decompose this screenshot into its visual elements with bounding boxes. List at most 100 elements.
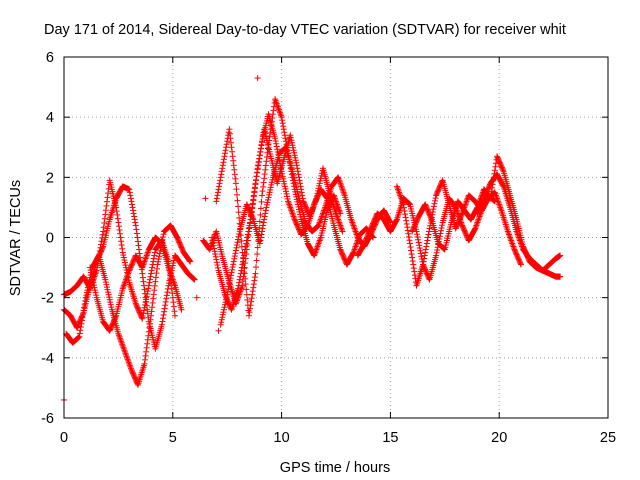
- data-point-fill: [106, 296, 113, 303]
- data-point-fill: [151, 249, 158, 256]
- data-point-fill: [229, 264, 236, 271]
- y-tick-label: 6: [46, 50, 54, 66]
- data-point-fill: [131, 213, 138, 220]
- data-point-fill: [491, 197, 498, 204]
- data-point-fill: [104, 194, 111, 201]
- data-point-fill: [258, 142, 265, 149]
- data-point-fill: [134, 305, 141, 312]
- data-point-fill: [463, 231, 470, 238]
- data-point-fill: [483, 189, 490, 196]
- data-point-fill: [242, 246, 249, 253]
- data-point-fill: [290, 144, 297, 151]
- data-point: [139, 270, 146, 277]
- data-point-fill: [112, 315, 119, 322]
- data-point-fill: [409, 254, 416, 261]
- data-point-fill: [211, 248, 218, 255]
- data-point-fill: [162, 298, 169, 305]
- data-point-fill: [232, 175, 239, 182]
- data-point: [339, 228, 346, 235]
- data-point-fill: [223, 295, 230, 302]
- data-point-fill: [103, 284, 110, 291]
- data-point-fill: [340, 254, 347, 261]
- data-point-fill: [492, 160, 499, 167]
- data-point-fill: [109, 321, 116, 328]
- data-point-fill: [226, 277, 233, 284]
- data-point-fill: [280, 175, 287, 182]
- data-point-fill: [239, 261, 246, 268]
- data-point-fill: [151, 252, 158, 259]
- data-point: [132, 300, 139, 307]
- data-point: [174, 234, 181, 241]
- data-point-fill: [453, 224, 460, 231]
- data-point-fill: [253, 177, 260, 184]
- data-point-fill: [222, 147, 229, 154]
- data-point-fill: [105, 190, 112, 197]
- data-point-fill: [129, 261, 135, 268]
- data-point: [433, 252, 440, 259]
- data-point: [557, 273, 564, 280]
- data-point-fill: [257, 149, 264, 156]
- data-point-fill: [406, 237, 413, 244]
- data-point-fill: [105, 289, 112, 296]
- data-point-fill: [213, 195, 220, 202]
- data-point-fill: [486, 194, 493, 201]
- data-point-fill: [279, 173, 286, 180]
- data-point-fill: [259, 139, 266, 146]
- data-point-fill: [177, 243, 184, 250]
- data-point-fill: [496, 158, 503, 165]
- data-point-fill: [141, 304, 148, 311]
- data-point-fill: [260, 219, 267, 226]
- data-point-fill: [219, 314, 226, 321]
- data-point-fill: [254, 169, 261, 176]
- data-point-fill: [245, 225, 252, 232]
- data-point-fill: [129, 204, 136, 211]
- data-point-fill: [82, 297, 89, 304]
- data-point-fill: [140, 310, 147, 317]
- data-point-fill: [103, 202, 110, 209]
- data-point: [254, 165, 261, 172]
- data-point-fill: [156, 253, 163, 260]
- data-point-fill: [219, 165, 226, 172]
- data-point-fill: [175, 238, 182, 245]
- data-point-fill: [101, 219, 108, 226]
- data-point-fill: [225, 283, 232, 290]
- data-point-fill: [77, 323, 84, 330]
- data-point: [361, 240, 368, 247]
- data-point-fill: [229, 266, 236, 273]
- data-point-fill: [274, 146, 281, 153]
- data-point-fill: [146, 276, 153, 283]
- data-point-fill: [107, 326, 114, 333]
- data-point-fill: [423, 203, 430, 210]
- data-point-fill: [112, 313, 119, 320]
- data-point-fill: [144, 288, 151, 295]
- data-point-fill: [266, 189, 273, 196]
- data-point-fill: [372, 215, 379, 222]
- data-points: [61, 75, 564, 403]
- data-point-fill: [294, 168, 301, 175]
- data-point: [517, 261, 524, 268]
- data-point-fill: [437, 182, 444, 189]
- data-point-fill: [434, 189, 441, 196]
- data-point-fill: [133, 301, 140, 308]
- data-point-fill: [422, 246, 429, 253]
- data-point: [433, 192, 440, 199]
- data-point-fill: [368, 224, 375, 231]
- data-point-fill: [403, 217, 410, 224]
- data-point-fill: [126, 189, 133, 196]
- data-point-fill: [255, 162, 262, 169]
- data-point-fill: [257, 205, 264, 212]
- data-point-fill: [245, 206, 252, 213]
- data-point-fill: [118, 242, 125, 249]
- data-point-fill: [371, 217, 378, 224]
- data-point-fill: [266, 191, 273, 198]
- data-point-fill: [230, 261, 237, 268]
- data-point-fill: [438, 224, 445, 231]
- data-point-fill: [439, 222, 446, 229]
- data-point-fill: [253, 257, 260, 264]
- data-point-fill: [499, 165, 506, 172]
- data-point-fill: [299, 192, 306, 199]
- data-point-fill: [264, 199, 271, 206]
- data-point-fill: [107, 301, 114, 308]
- data-point-fill: [279, 120, 286, 127]
- data-point-fill: [248, 298, 255, 305]
